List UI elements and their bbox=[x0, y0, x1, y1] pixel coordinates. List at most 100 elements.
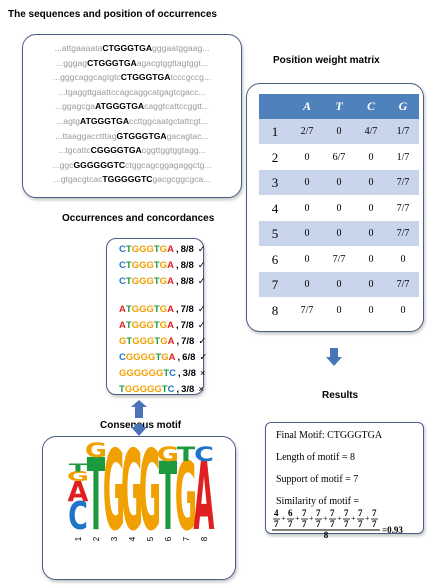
occurrence-score: 7/8 bbox=[180, 304, 194, 315]
pwm-value-cell: 0 bbox=[291, 144, 323, 170]
occurrence-sequence: ATGGGTGA bbox=[119, 320, 174, 331]
logo-letter-A: A bbox=[194, 443, 215, 552]
sequence-line: ...gggcaggcagtgtcCTGGGTGAtcccgccg... bbox=[23, 72, 241, 82]
occurrence-row: CGGGGTGA, 6/8 ✓ bbox=[119, 352, 208, 363]
logo-letter-A: A bbox=[68, 477, 89, 508]
pwm-value-cell: 0 bbox=[291, 195, 323, 221]
logo-letter-T: T bbox=[69, 461, 87, 474]
similarity-label: Similarity of motif = bbox=[276, 496, 360, 507]
similarity-numerator: 7 bbox=[358, 508, 363, 518]
pwm-value-cell: 1/7 bbox=[387, 144, 419, 170]
pwm-row: 3 0 0 0 7/7 bbox=[259, 170, 419, 196]
logo-letter-G: G bbox=[121, 437, 143, 555]
similarity-denominator: 7 bbox=[344, 519, 349, 529]
sequence-line: ...tgcattcCGGGGTGAcggttggtggtagg... bbox=[23, 145, 241, 155]
similarity-formula: 47+67+77+77+77+77+77+778 =0.93 bbox=[272, 508, 403, 540]
similarity-outer-denominator: 8 bbox=[324, 530, 329, 540]
pwm-row: 7 0 0 0 7/7 bbox=[259, 272, 419, 298]
pwm-header-cell: G bbox=[387, 94, 419, 119]
pwm-value-cell: 0 bbox=[323, 297, 355, 323]
sequence-line: ...ttaaggacctttagGTGGGTGAgacagtac... bbox=[23, 131, 241, 141]
pwm-value-cell: 0 bbox=[323, 195, 355, 221]
sequence-flank-left: ...gtgacgtcac bbox=[53, 174, 103, 185]
plus-sign: + bbox=[295, 514, 300, 523]
occurrence-sequence: CTGGGTGA bbox=[119, 260, 174, 271]
up-arrow-icon bbox=[131, 400, 147, 418]
sequence-flank-left: ...gggag bbox=[56, 57, 88, 68]
occurrence-row: CTGGGTGA, 8/8 ✓ bbox=[119, 260, 206, 271]
similarity-numerator: 7 bbox=[344, 508, 349, 518]
pwm-position-cell: 4 bbox=[259, 195, 291, 221]
results-panel: Final Motif: CTGGGTGA Length of motif = … bbox=[265, 422, 424, 540]
sequence-flank-left: ...gggcaggcagtgtc bbox=[52, 72, 121, 83]
occurrence-score: 7/8 bbox=[180, 320, 194, 331]
similarity-denominator: 7 bbox=[330, 519, 335, 529]
sequence-motif: ATGGGTGA bbox=[95, 101, 145, 112]
logo-letter-G: G bbox=[175, 443, 197, 552]
logo-letter-C: C bbox=[194, 443, 214, 466]
pwm-position-cell: 6 bbox=[259, 246, 291, 272]
pwm-header-cell: A bbox=[291, 94, 323, 119]
logo-position-label: 2 bbox=[92, 536, 101, 541]
pwm-position-cell: 7 bbox=[259, 272, 291, 298]
logo-position-label: 4 bbox=[128, 536, 137, 541]
pwm-value-cell: 7/7 bbox=[387, 272, 419, 298]
occurrence-score: 7/8 bbox=[181, 336, 195, 347]
similarity-denominator: 7 bbox=[316, 519, 321, 529]
occurrence-score: 8/8 bbox=[180, 276, 194, 287]
check-icon: ✓ bbox=[199, 352, 208, 363]
sequence-flank-right: tcccgccg... bbox=[170, 72, 212, 83]
pwm-value-cell: 0 bbox=[323, 221, 355, 247]
pwm-value-cell: 7/7 bbox=[323, 246, 355, 272]
occurrence-row: ATGGGTGA, 7/8 ✓ bbox=[119, 304, 206, 315]
support-text: Support of motif = 7 bbox=[276, 474, 359, 485]
pwm-value-cell: 0 bbox=[355, 297, 387, 323]
results-title: Results bbox=[322, 390, 359, 401]
similarity-numerator: 7 bbox=[302, 508, 307, 518]
pwm-table: A T C G 1 2/7 0 4/7 1/7 2 0 6/7 0 1/7 3 0 0 0 7/7 4 0 0 0 7/7 5 0… bbox=[259, 94, 419, 323]
similarity-denominator: 7 bbox=[358, 519, 363, 529]
similarity-denominator: 7 bbox=[274, 519, 279, 529]
pwm-row: 4 0 0 0 7/7 bbox=[259, 195, 419, 221]
occurrence-sequence: GTGGGTGA bbox=[119, 336, 175, 347]
logo-letter-T: T bbox=[159, 443, 177, 552]
check-icon: ✓ bbox=[197, 244, 206, 255]
logo-letter-G: G bbox=[67, 469, 89, 485]
pwm-value-cell: 0 bbox=[323, 119, 355, 145]
occurrence-score: 3/8 bbox=[181, 384, 195, 395]
similarity-numerator: 6 bbox=[288, 508, 293, 518]
check-icon: ✓ bbox=[197, 260, 206, 271]
check-icon: ✓ bbox=[197, 320, 206, 331]
pwm-value-cell: 0 bbox=[355, 272, 387, 298]
pwm-position-cell: 8 bbox=[259, 297, 291, 323]
occurrence-sequence: GGGGGGTC bbox=[119, 368, 177, 379]
cross-icon: × bbox=[199, 368, 206, 379]
pwm-row: 2 0 6/7 0 1/7 bbox=[259, 144, 419, 170]
length-text: Length of motif = 8 bbox=[276, 452, 355, 463]
pwm-value-cell: 7/7 bbox=[387, 170, 419, 196]
sequence-motif: TGGGGGTC bbox=[102, 174, 153, 185]
pwm-position-cell: 2 bbox=[259, 144, 291, 170]
sequence-motif: GGGGGGTC bbox=[73, 159, 126, 170]
occurrence-score: 8/8 bbox=[180, 260, 194, 271]
sequence-line: ...ggagcgaATGGGTGAcaggtcattccggtt... bbox=[23, 101, 241, 111]
pwm-value-cell: 0 bbox=[291, 272, 323, 298]
pwm-value-cell: 7/7 bbox=[387, 195, 419, 221]
sequence-line: ...attgaaaataCTGGGTGAgggaatggaag... bbox=[23, 43, 241, 53]
occurrence-score: 6/8 bbox=[182, 352, 196, 363]
logo-position-label: 5 bbox=[146, 536, 155, 541]
occurrence-score: 8/8 bbox=[180, 244, 194, 255]
occurrence-sequence: CTGGGTGA bbox=[119, 244, 174, 255]
pwm-value-cell: 0 bbox=[291, 246, 323, 272]
sequence-flank-left: ...ttaaggacctttag bbox=[55, 130, 117, 141]
sequence-flank-right: ctggcagcggagaggctg... bbox=[125, 159, 212, 170]
pwm-value-cell: 1/7 bbox=[387, 119, 419, 145]
pwm-row: 8 7/7 0 0 0 bbox=[259, 297, 419, 323]
logo-position-label: 3 bbox=[110, 536, 119, 541]
pwm-row: 1 2/7 0 4/7 1/7 bbox=[259, 119, 419, 145]
sequences-title: The sequences and position of occurrence… bbox=[8, 9, 217, 20]
pwm-value-cell: 6/7 bbox=[323, 144, 355, 170]
plus-sign: + bbox=[309, 514, 314, 523]
sequence-flank-left: ...agtg bbox=[56, 116, 81, 126]
